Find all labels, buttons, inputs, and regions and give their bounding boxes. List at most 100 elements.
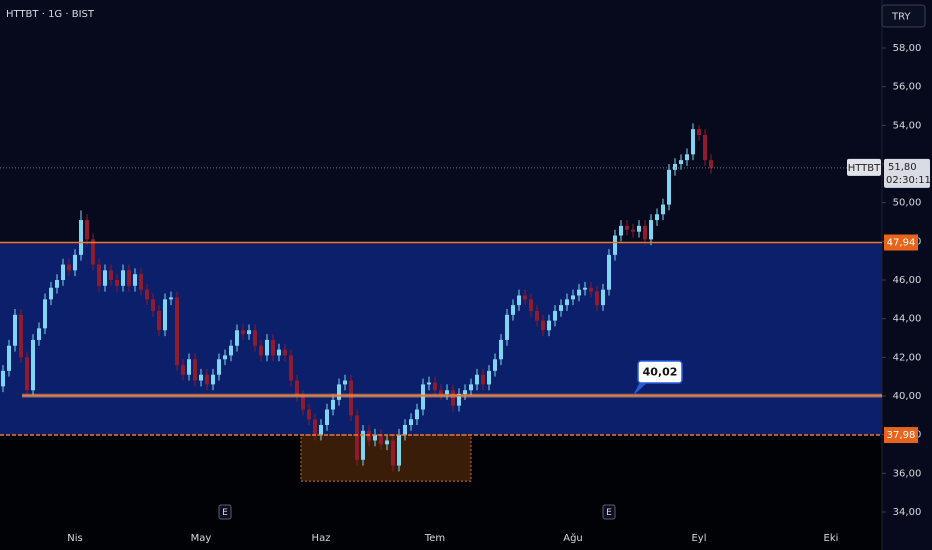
candle-body (475, 374, 479, 385)
candle-body (547, 320, 551, 331)
candle-body (205, 374, 209, 385)
candle-body (505, 314, 509, 340)
candle-body (481, 374, 485, 385)
candle-body (493, 359, 497, 371)
candle-body (313, 419, 317, 435)
level-tag-label: 37,98 (887, 430, 916, 441)
candle-body (415, 409, 419, 420)
candle-body (43, 299, 47, 329)
candle-body (19, 314, 23, 358)
y-tick-label: 56,00 (893, 82, 922, 93)
candle-body (31, 339, 35, 391)
level-tag (884, 234, 918, 251)
candle-body (457, 394, 461, 406)
y-tick-label: 58,00 (893, 43, 922, 54)
candle-body (37, 328, 41, 340)
candle-body (169, 297, 173, 300)
x-tick-label: Tem (424, 533, 445, 544)
candle-body (667, 169, 671, 205)
candle-body (577, 289, 581, 296)
candle-body (631, 229, 635, 232)
candle-body (295, 380, 299, 396)
candle-body (307, 409, 311, 420)
candle-body (13, 314, 17, 346)
candle-body (325, 409, 329, 425)
candle-body (229, 345, 233, 356)
plot (1, 123, 713, 472)
candle-body (1, 370, 5, 387)
candle-body (163, 299, 167, 331)
candle-body (439, 390, 443, 395)
chart-title: HTTBT · 1G · BIST (6, 9, 95, 20)
candle-body (583, 287, 587, 290)
candle-body (541, 320, 545, 331)
candle-body (193, 359, 197, 381)
candle-body (127, 270, 131, 286)
candle-body (247, 330, 251, 335)
candle-body (661, 204, 665, 215)
candle-body (109, 270, 113, 280)
candle-body (571, 295, 575, 300)
level-tag-label: 47,94 (887, 237, 916, 248)
candle-body (487, 370, 491, 385)
candle-body (433, 382, 437, 391)
candle-body (331, 399, 335, 410)
currency-button[interactable] (881, 4, 926, 28)
candle-body (277, 349, 281, 356)
zones (0, 0, 883, 550)
candle-body (67, 264, 71, 271)
candle-body (463, 390, 467, 395)
candle-body (565, 299, 569, 306)
candle-body (301, 396, 305, 410)
candle-body (187, 359, 191, 375)
event-label: E (222, 508, 228, 518)
candle-body (649, 220, 653, 240)
x-tick-label: Eki (824, 533, 839, 544)
candle-body (121, 270, 125, 286)
candle-body (619, 225, 623, 236)
callout-box (637, 360, 683, 384)
candle-body (529, 299, 533, 311)
candle-body (685, 154, 689, 161)
candle-body (679, 160, 683, 164)
candle-body (343, 380, 347, 385)
candle-body (589, 287, 593, 292)
candle-body (421, 384, 425, 410)
candle-body (337, 384, 341, 400)
candle-body (175, 297, 179, 366)
candle-body (91, 239, 95, 265)
candle-body (133, 274, 137, 286)
price-tag-label: 51,80 (888, 162, 917, 173)
y-tick-label: 36,00 (893, 468, 922, 479)
candle-body (157, 310, 161, 331)
candle-body (217, 359, 221, 375)
candle-body (391, 440, 395, 466)
candle-body (211, 374, 215, 385)
x-tick-label: May (191, 533, 212, 544)
candle-body (637, 225, 641, 232)
y-tick-label: 46,00 (893, 275, 922, 286)
candle-body (403, 425, 407, 435)
candle-body (355, 415, 359, 460)
candle-body (115, 280, 119, 286)
candle-body (511, 305, 515, 315)
candle-body (103, 270, 107, 286)
candle-body (49, 287, 53, 300)
candle-body (223, 355, 227, 360)
candle-body (25, 357, 29, 391)
candle-body (655, 214, 659, 221)
candle-body (445, 390, 449, 395)
event-label: E (606, 508, 612, 518)
candle-body (379, 434, 383, 445)
candle-body (625, 225, 629, 230)
zone-band (0, 242, 882, 436)
candle-body (643, 225, 647, 240)
x-tick-label: Ağu (563, 532, 583, 544)
event-marker (218, 504, 232, 520)
candle-body (283, 349, 287, 356)
candle-body (361, 430, 365, 460)
candle-body (517, 295, 521, 306)
y-tick-label: 34,00 (893, 507, 922, 518)
currency-label[interactable]: TRY (891, 12, 911, 23)
